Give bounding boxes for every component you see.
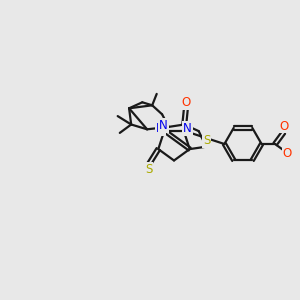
- Text: N: N: [156, 122, 165, 135]
- Text: O: O: [181, 96, 190, 110]
- Text: S: S: [145, 163, 152, 176]
- Text: H: H: [286, 153, 293, 163]
- Text: O: O: [283, 147, 292, 160]
- Text: O: O: [280, 119, 289, 133]
- Text: S: S: [203, 134, 210, 147]
- Text: N: N: [183, 122, 192, 135]
- Text: N: N: [159, 119, 168, 132]
